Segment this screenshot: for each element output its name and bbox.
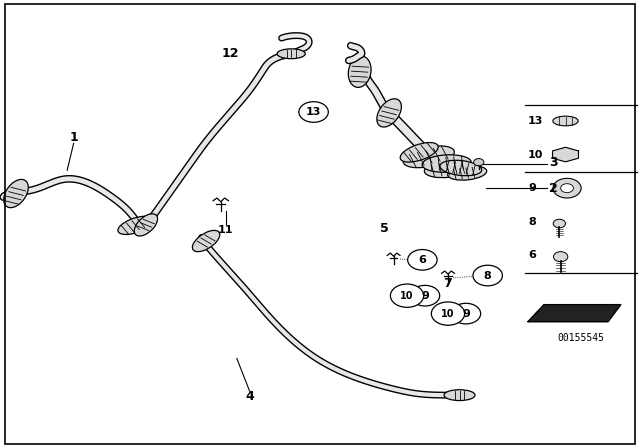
Ellipse shape <box>400 142 438 162</box>
Text: 12: 12 <box>221 47 239 60</box>
Text: 13: 13 <box>306 107 321 117</box>
Circle shape <box>553 219 566 228</box>
Text: 11: 11 <box>218 225 234 235</box>
Text: 10: 10 <box>400 291 414 301</box>
Circle shape <box>390 284 424 307</box>
Circle shape <box>561 184 573 193</box>
Text: 1: 1 <box>69 131 78 145</box>
Ellipse shape <box>448 166 486 180</box>
Text: 6: 6 <box>419 255 426 265</box>
Text: 9: 9 <box>462 309 470 319</box>
Circle shape <box>554 252 568 262</box>
Ellipse shape <box>193 230 220 252</box>
Text: 00155545: 00155545 <box>557 333 604 343</box>
Ellipse shape <box>553 116 578 126</box>
Ellipse shape <box>424 160 472 178</box>
Ellipse shape <box>403 146 454 168</box>
Circle shape <box>451 303 481 324</box>
Text: 8: 8 <box>484 271 492 280</box>
Ellipse shape <box>118 216 154 234</box>
Text: 9: 9 <box>421 291 429 301</box>
Ellipse shape <box>377 99 401 127</box>
Polygon shape <box>552 147 579 162</box>
Ellipse shape <box>134 214 157 236</box>
Circle shape <box>299 102 328 122</box>
Text: 3: 3 <box>549 155 558 169</box>
Circle shape <box>410 285 440 306</box>
Text: 10: 10 <box>441 309 455 319</box>
Ellipse shape <box>422 155 471 172</box>
Ellipse shape <box>444 390 475 401</box>
Circle shape <box>431 302 465 325</box>
Text: 6: 6 <box>528 250 536 260</box>
Circle shape <box>473 265 502 286</box>
Circle shape <box>408 250 437 270</box>
Text: 2: 2 <box>549 181 558 195</box>
Ellipse shape <box>277 49 305 59</box>
Text: 8: 8 <box>528 217 536 227</box>
Text: 7: 7 <box>444 276 452 290</box>
Circle shape <box>553 178 581 198</box>
Ellipse shape <box>348 56 371 87</box>
Polygon shape <box>528 305 621 322</box>
Text: 5: 5 <box>380 222 388 235</box>
Ellipse shape <box>440 160 482 176</box>
Ellipse shape <box>4 179 28 208</box>
Text: 10: 10 <box>528 150 543 159</box>
Text: 4: 4 <box>245 390 254 403</box>
Text: 9: 9 <box>528 183 536 193</box>
Circle shape <box>474 159 484 166</box>
Text: 13: 13 <box>528 116 543 126</box>
